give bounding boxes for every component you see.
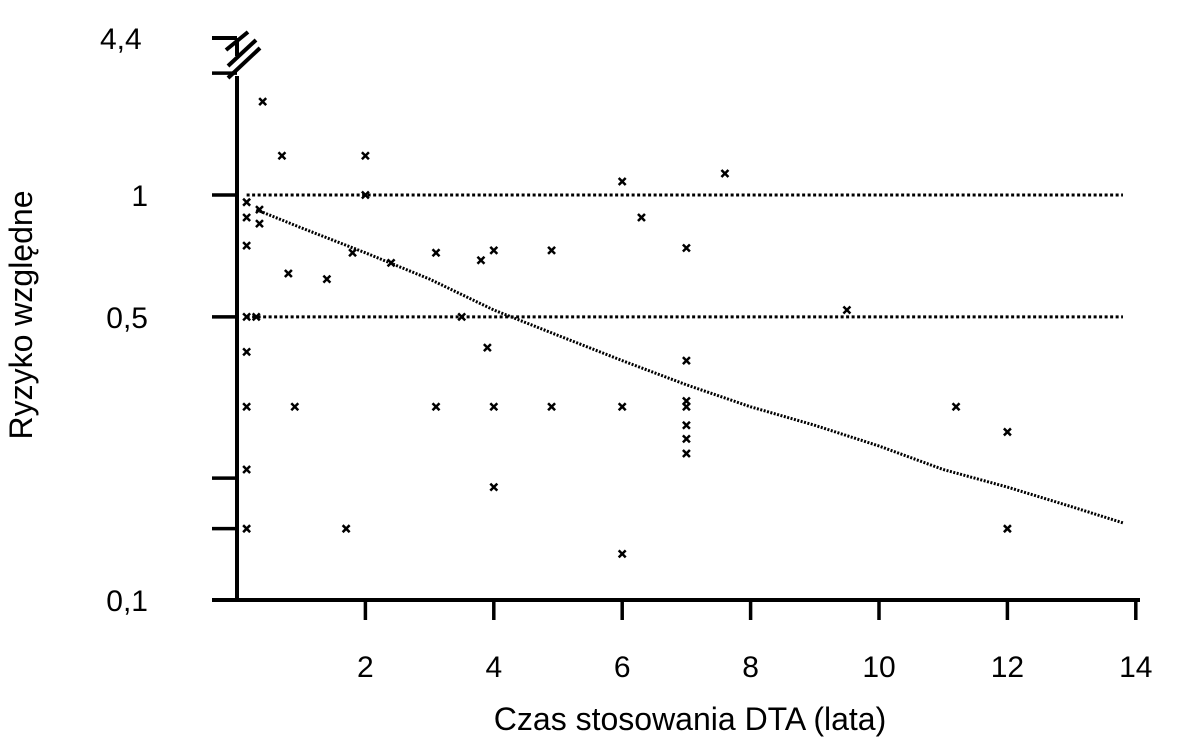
data-point [951,402,961,412]
data-point [547,245,556,255]
data-point [682,434,691,444]
data-point [242,465,252,474]
data-point [547,402,556,412]
data-point [682,356,691,366]
data-point [431,402,441,412]
x-tick-label: 4 [485,651,502,684]
data-point [489,245,499,255]
x-tick-label: 6 [614,651,631,684]
data-point [682,449,691,458]
data-point [322,274,332,284]
x-axis-title: Czas stosowania DTA (lata) [494,701,886,737]
data-point [682,243,691,253]
data-point [277,151,287,161]
y-tick-label: 0,5 [106,302,148,335]
data-point [361,190,370,200]
data-point [386,258,396,268]
reference-lines [246,193,1123,319]
data-point [1003,427,1012,437]
data-point [242,402,252,412]
data-point [489,402,499,412]
x-tick-label: 8 [742,651,759,684]
data-point [348,248,357,258]
data-point [242,197,252,207]
data-point [290,402,300,412]
data-point [682,420,691,430]
y-tick-label: 0,1 [106,585,148,618]
y-tick-label: 1 [131,180,148,213]
data-point [251,312,261,322]
x-ticks: 2 4 6 8 10 12 14 [357,600,1152,684]
data-point [720,169,730,178]
y-ticks: 0,1 0,5 1 [106,71,237,618]
data-point [242,213,252,222]
x-tick-label: 2 [357,651,374,684]
data-point [242,312,252,322]
data-point [682,402,691,412]
data-point [255,205,264,215]
data-points [242,97,1012,559]
data-point [361,151,370,161]
data-point [431,248,441,258]
data-point [617,177,627,186]
y-axis-title: Ryzyko względne [3,191,39,440]
data-point [489,482,499,492]
data-point [617,549,627,559]
x-tick-label: 10 [862,651,895,684]
data-point [457,312,467,322]
data-point [242,347,252,357]
data-point [341,524,351,534]
data-point [242,241,252,250]
data-point [1003,524,1012,534]
axis-break-label: 4,4 [100,23,142,56]
data-point [258,97,268,107]
x-tick-label: 14 [1119,651,1152,684]
data-point [637,213,646,222]
data-point [482,343,492,352]
data-point [617,402,627,412]
data-point [255,219,264,228]
data-point [242,524,252,534]
trend-line [255,208,1124,525]
x-tick-label: 12 [991,651,1024,684]
data-point [476,255,486,265]
data-point [283,269,293,278]
data-point [842,305,852,315]
